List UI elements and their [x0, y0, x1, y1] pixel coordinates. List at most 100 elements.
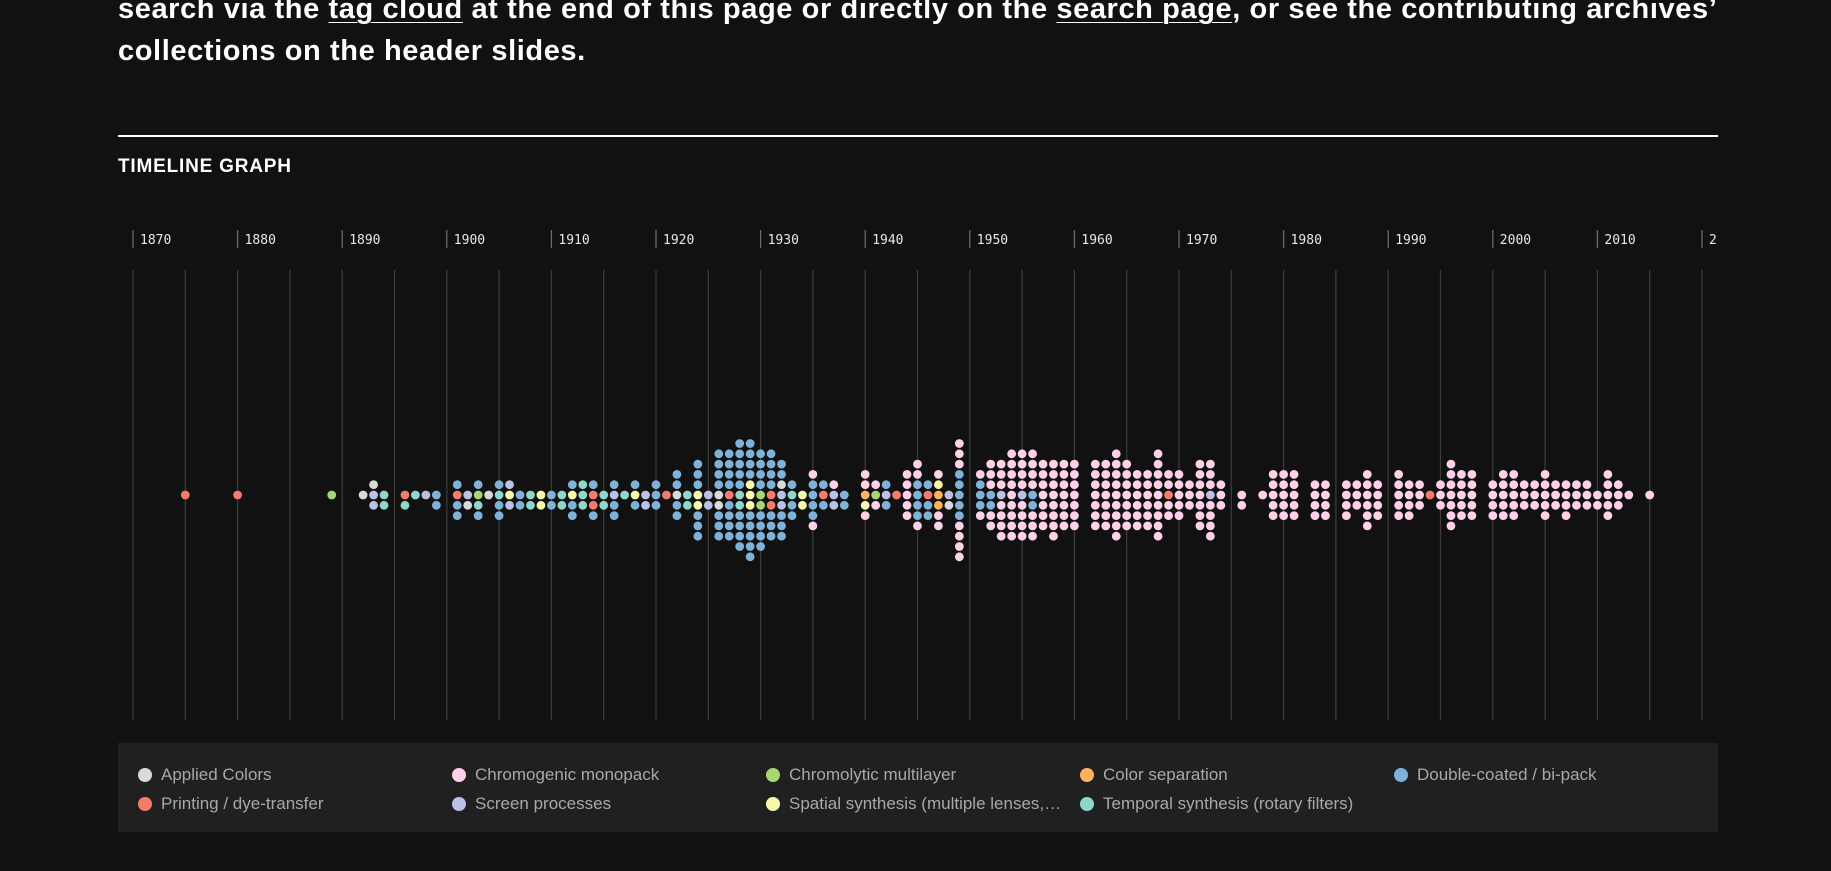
legend-item[interactable]: Screen processes [452, 792, 766, 816]
timeline-dot [714, 470, 724, 479]
timeline-dot [327, 490, 337, 500]
timeline-dot [756, 521, 765, 531]
legend-item[interactable]: Chromogenic monopack [452, 763, 766, 787]
x-tick-label: 1890 [349, 233, 380, 248]
timeline-dot [1289, 480, 1299, 490]
timeline-dot [735, 459, 745, 469]
legend-item[interactable]: Printing / dye-transfer [138, 792, 452, 816]
timeline-dot [798, 490, 807, 500]
timeline-dot [714, 480, 724, 490]
timeline-dot [902, 470, 912, 479]
timeline-dot [1436, 490, 1445, 500]
timeline-dot [1446, 470, 1456, 479]
timeline-dot [808, 500, 818, 510]
legend-item[interactable]: Spatial synthesis (multiple lenses,… [766, 792, 1080, 816]
timeline-dot [1341, 500, 1351, 510]
timeline-dot [954, 490, 964, 500]
timeline-dot [1436, 480, 1445, 490]
timeline-dot [588, 490, 598, 500]
timeline-dot [1624, 490, 1634, 500]
timeline-dot [1038, 480, 1048, 490]
legend-item[interactable]: Color separation [1080, 763, 1394, 787]
timeline-dot [1038, 470, 1048, 479]
timeline-dot [1122, 459, 1132, 469]
timeline-dot [1561, 490, 1571, 500]
timeline-dot [1038, 459, 1048, 469]
timeline-dot [1530, 500, 1540, 510]
timeline-dot [1132, 511, 1142, 520]
timeline-dot [777, 459, 786, 469]
timeline-dot [881, 500, 891, 510]
x-tick-label: 1950 [977, 233, 1008, 248]
timeline-dot [494, 480, 504, 490]
timeline-dot [620, 490, 630, 500]
timeline-dot [777, 511, 786, 520]
timeline-dot [766, 470, 776, 479]
timeline-dot [954, 480, 964, 490]
tag-cloud-link[interactable]: tag cloud [328, 0, 463, 25]
legend-swatch [452, 797, 466, 811]
timeline-dot [1582, 480, 1592, 490]
timeline-dot [1049, 531, 1058, 541]
timeline-dot [1362, 521, 1372, 531]
legend-item[interactable]: Temporal synthesis (rotary filters) [1080, 792, 1394, 816]
timeline-dot [766, 521, 776, 531]
timeline-dot [400, 500, 410, 510]
intro-text: , or see the contributing archives’ coll… [118, 0, 1716, 67]
timeline-dot [1572, 480, 1581, 490]
timeline-dot [1205, 531, 1215, 541]
timeline-dot [1540, 470, 1550, 479]
search-page-link[interactable]: search page [1056, 0, 1233, 25]
timeline-dot [588, 480, 598, 490]
timeline-dot [745, 449, 755, 459]
timeline-dot [672, 480, 682, 490]
legend-item[interactable]: Chromolytic multilayer [766, 763, 1080, 787]
timeline-dot [1185, 480, 1194, 490]
timeline-dot [505, 490, 514, 500]
timeline-dot [180, 490, 190, 500]
timeline-dot [1279, 490, 1288, 500]
timeline-dot [1143, 511, 1153, 520]
timeline-dot [934, 521, 943, 531]
timeline-dot [1373, 480, 1383, 490]
section-title: TIMELINE GRAPH [118, 156, 292, 177]
timeline-dot [1498, 500, 1508, 510]
timeline-dot [578, 490, 588, 500]
x-tick-label: 1910 [558, 233, 589, 248]
timeline-dot [1090, 521, 1100, 531]
timeline-dot [567, 480, 577, 490]
timeline-dot [996, 531, 1006, 541]
timeline-dot [1603, 480, 1613, 490]
timeline-dot [1498, 470, 1508, 479]
timeline-dot [1049, 490, 1058, 500]
timeline-dot [1028, 511, 1037, 520]
timeline-dot [578, 500, 588, 510]
timeline-dot [756, 480, 765, 490]
timeline-dot [871, 500, 881, 510]
timeline-dot [682, 500, 692, 510]
timeline-dot [557, 490, 567, 500]
timeline-dot [431, 500, 441, 510]
timeline-dot [651, 500, 661, 510]
timeline-dot [609, 490, 619, 500]
timeline-dot [1101, 490, 1111, 500]
legend-item[interactable]: Applied Colors [138, 763, 452, 787]
x-tick-label: 1930 [768, 233, 799, 248]
timeline-dot [871, 490, 881, 500]
timeline-dot [735, 490, 745, 500]
timeline-dot [1279, 470, 1288, 479]
timeline-dot [1185, 500, 1194, 510]
timeline-dot [1530, 490, 1540, 500]
timeline-dot [1205, 480, 1215, 490]
timeline-dot [1362, 480, 1372, 490]
timeline-dot [1017, 531, 1027, 541]
timeline-dot [693, 500, 703, 510]
legend-item[interactable]: Double-coated / bi-pack [1394, 763, 1708, 787]
timeline-dot [1488, 511, 1498, 520]
timeline-dot [829, 480, 839, 490]
timeline-dot [745, 531, 755, 541]
timeline-dot [1164, 480, 1173, 490]
timeline-dot [567, 511, 577, 520]
timeline-dot [1007, 459, 1017, 469]
timeline-dot [536, 490, 546, 500]
